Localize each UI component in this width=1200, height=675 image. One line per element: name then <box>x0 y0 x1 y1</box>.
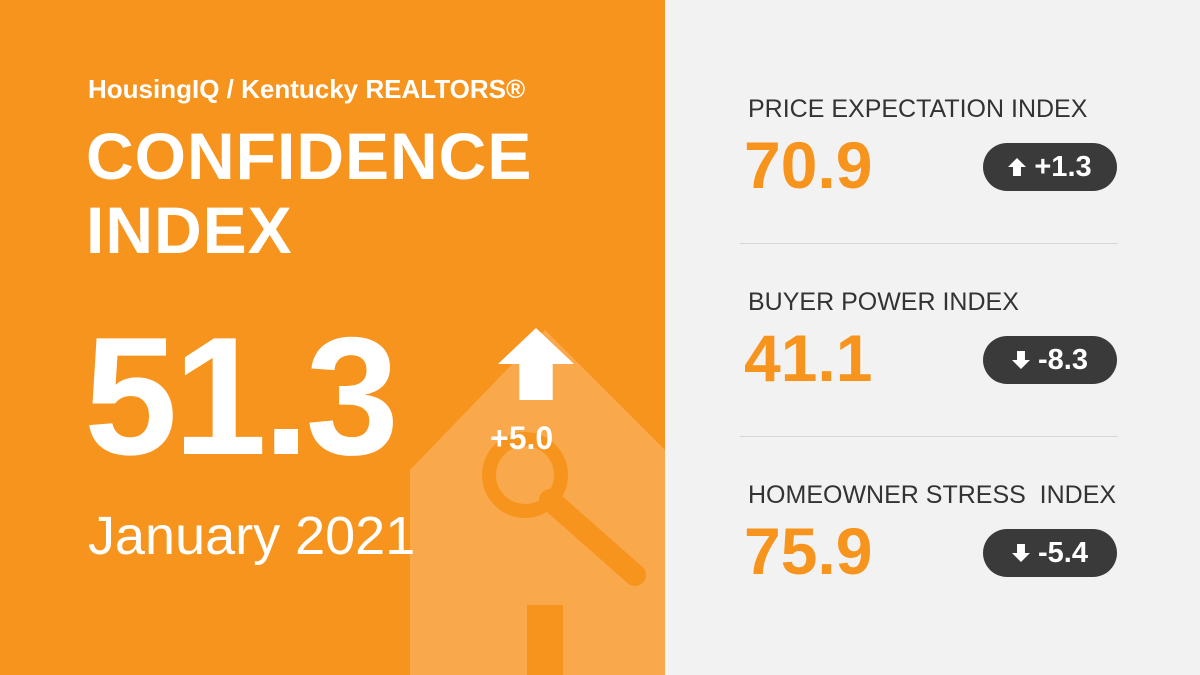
arrow-icon <box>1012 351 1030 369</box>
title: CONFIDENCE <box>86 119 533 193</box>
separator <box>740 436 1118 437</box>
separator <box>740 243 1118 244</box>
headline-value: 51.3 <box>84 302 399 490</box>
change-badge: -8.3 <box>983 336 1117 384</box>
index-row: PRICE EXPECTATION INDEX 70.9 +1.3 <box>744 95 1118 255</box>
index-change: +1.3 <box>1034 150 1092 183</box>
brand: HousingIQ / Kentucky REALTORS® <box>88 74 526 104</box>
index-row: HOMEOWNER STRESS INDEX 75.9 -5.4 <box>744 481 1118 641</box>
arrow <box>1012 351 1030 369</box>
index-value: 41.1 <box>744 321 873 395</box>
arrow <box>1008 158 1027 176</box>
arrow-icon <box>1008 158 1027 176</box>
index-row: BUYER POWER INDEX 41.1 -8.3 <box>744 288 1118 448</box>
period: January 2021 <box>88 506 416 566</box>
index-label: HOMEOWNER STRESS INDEX <box>748 481 1117 509</box>
title: INDEX <box>86 193 293 267</box>
index-change: -5.4 <box>1038 536 1088 569</box>
headline-panel: HousingIQ / Kentucky REALTORS® CONFIDENC… <box>0 0 665 675</box>
change-badge: -5.4 <box>983 529 1117 577</box>
index-label: PRICE EXPECTATION INDEX <box>748 95 1088 123</box>
index-value: 70.9 <box>744 128 873 202</box>
index-change: -8.3 <box>1038 343 1088 376</box>
index-label: BUYER POWER INDEX <box>748 288 1019 316</box>
change-arrow <box>498 328 574 400</box>
house-icon <box>410 330 665 675</box>
arrow <box>498 328 574 400</box>
headline-change: +5.0 <box>490 420 554 456</box>
change-badge: +1.3 <box>983 143 1117 191</box>
arrow-icon <box>1012 544 1030 562</box>
index-value: 75.9 <box>744 514 873 588</box>
arrow <box>1012 544 1030 562</box>
